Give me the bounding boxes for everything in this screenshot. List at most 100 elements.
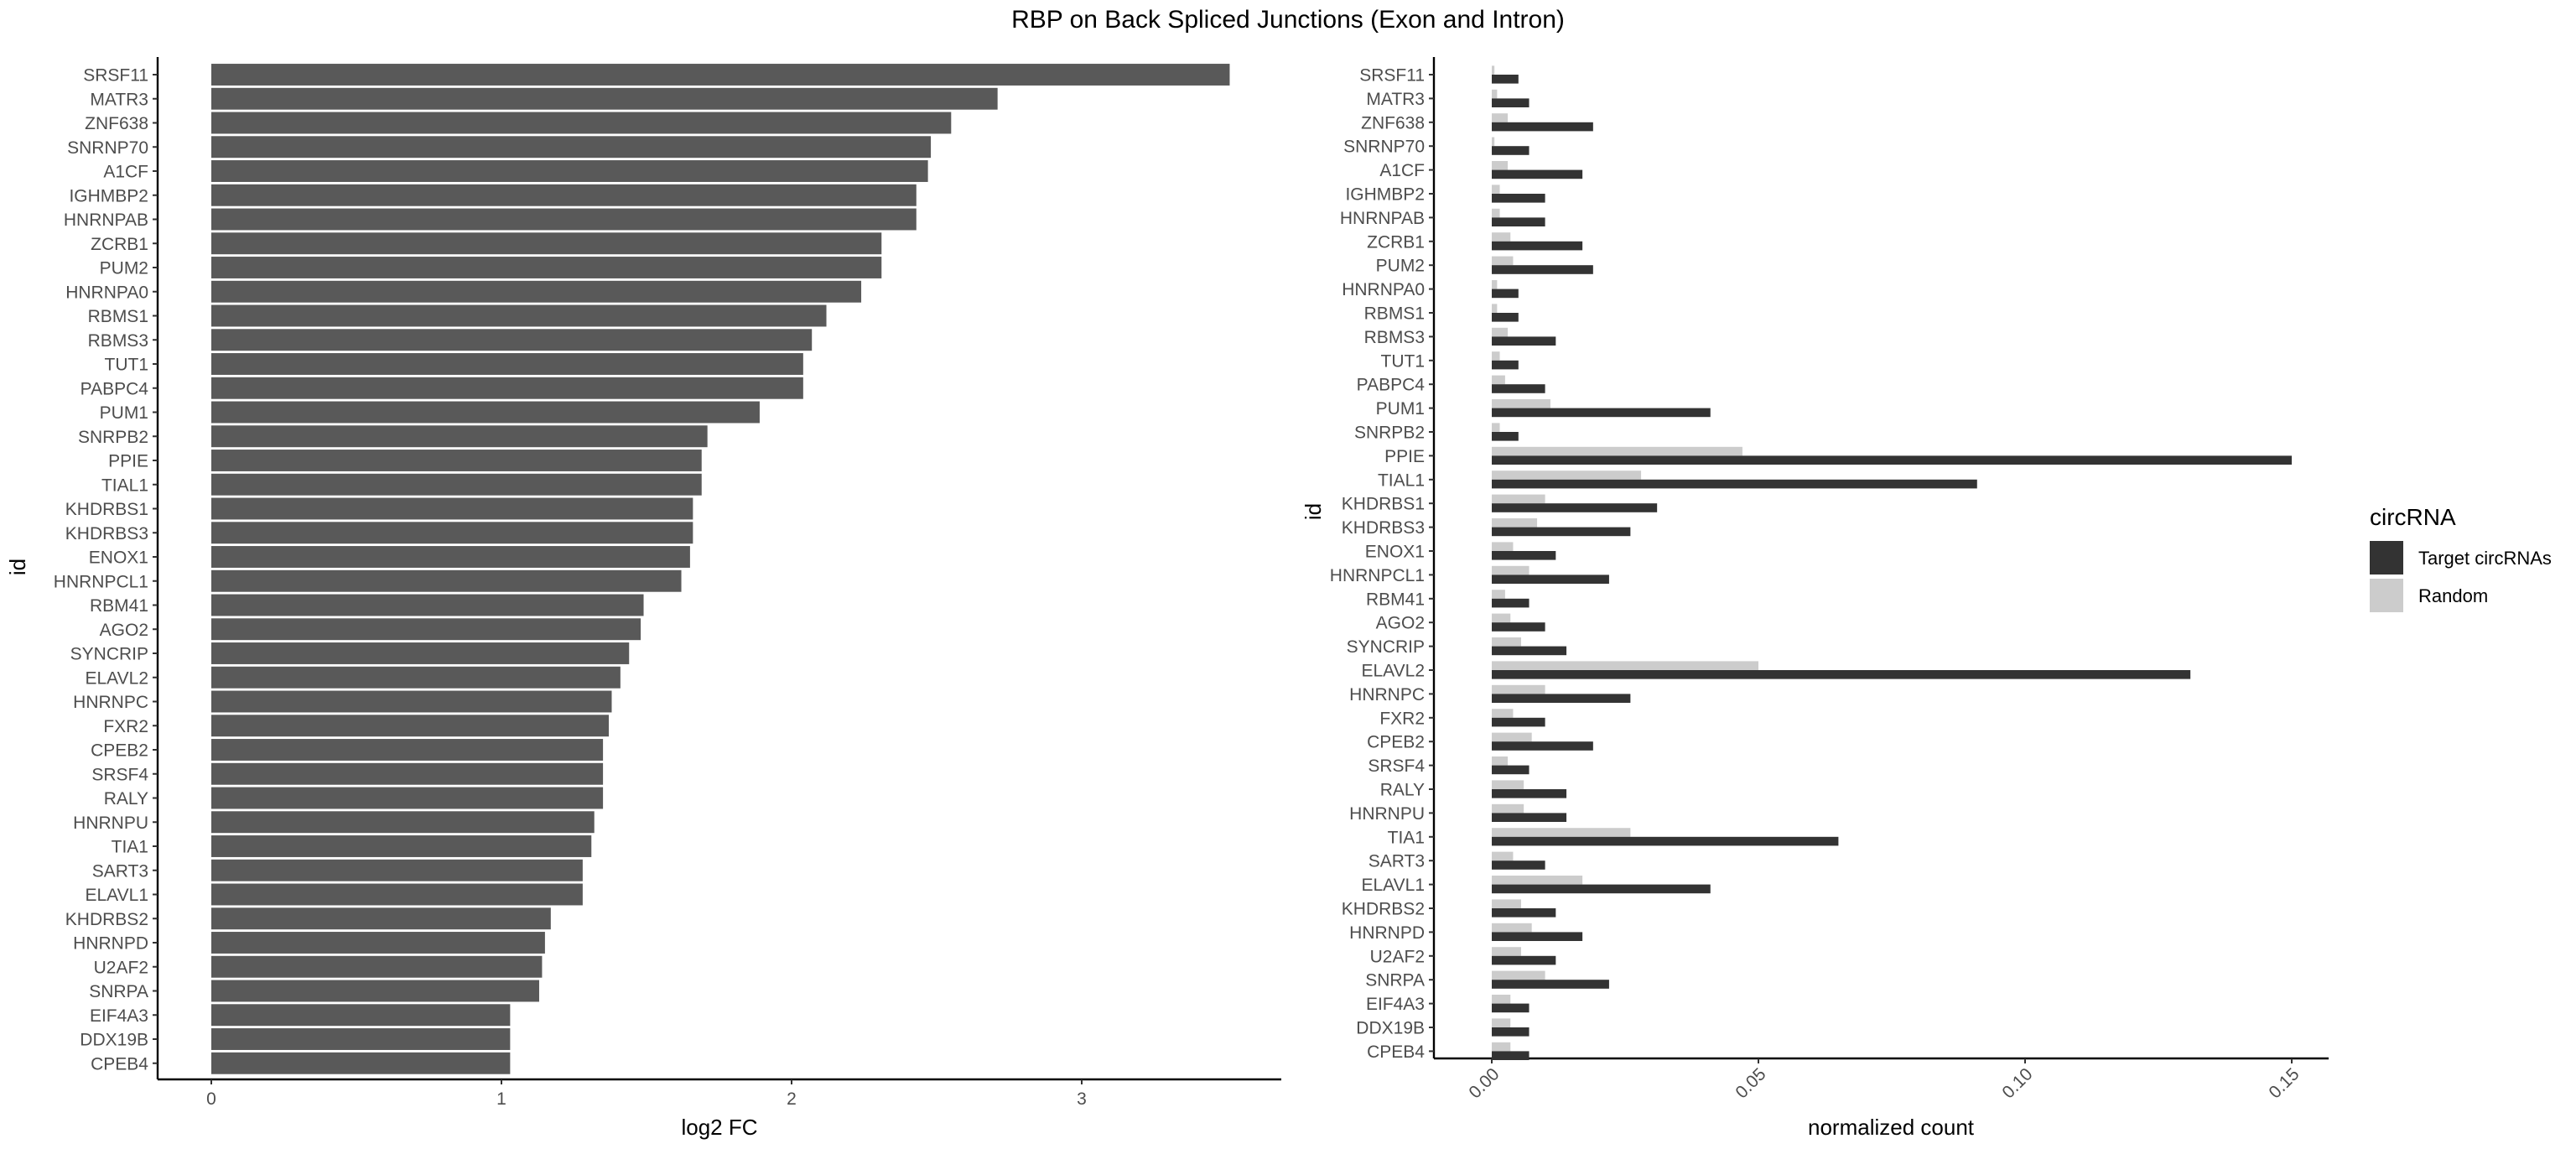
bar-target-znf638: [1492, 122, 1593, 132]
left-y-tick-label: SART3: [92, 861, 148, 881]
bar-target-eif4a3: [1492, 1003, 1530, 1013]
left-y-tick-label: HNRNPA0: [65, 283, 148, 302]
left-y-tick-label: ELAVL1: [86, 886, 149, 905]
bar-random-u2af2: [1492, 947, 1521, 956]
bar-tut1: [211, 353, 803, 375]
right-y-tick-label: PUM2: [1376, 257, 1425, 276]
bar-random-snrnp70: [1492, 137, 1495, 147]
right-y-tick-label: SNRNP70: [1343, 138, 1425, 157]
right-y-tick-label: SRSF11: [1359, 66, 1425, 86]
right-y-tick-label: ENOX1: [1365, 543, 1425, 562]
bar-random-hnrnpa0: [1492, 280, 1498, 289]
right-y-tick-label: TIAL1: [1378, 471, 1425, 490]
bar-rbms1: [211, 304, 827, 327]
bar-syncrip: [211, 642, 630, 664]
bar-snrpa: [211, 980, 539, 1002]
right-y-tick-label: HNRNPD: [1349, 923, 1425, 943]
bar-target-cpeb2: [1492, 741, 1593, 751]
bar-fxr2: [211, 715, 610, 737]
bar-target-ighmbp2: [1492, 194, 1545, 203]
bar-target-khdrbs1: [1492, 503, 1658, 512]
bar-srsf4: [211, 762, 604, 785]
bar-random-snrpa: [1492, 970, 1545, 980]
bar-hnrnpa0: [211, 280, 862, 303]
bar-target-tia1: [1492, 836, 1839, 846]
bar-hnrnpc: [211, 690, 612, 713]
bar-target-hnrnpa0: [1492, 289, 1519, 299]
legend-label-random: Random: [2418, 585, 2488, 606]
bar-matr3: [211, 87, 998, 110]
bar-zcrb1: [211, 232, 882, 255]
bar-target-syncrip: [1492, 646, 1567, 656]
bar-snrnp70: [211, 136, 932, 159]
left-x-axis-title: log2 FC: [681, 1115, 757, 1140]
bar-target-khdrbs2: [1492, 908, 1556, 918]
left-y-tick-label: SNRNP70: [67, 138, 148, 158]
right-x-tick-label: 0.15: [2265, 1064, 2303, 1102]
right-y-tick-label: SNRPA: [1365, 971, 1425, 990]
right-x-axis-title: normalized count: [1808, 1115, 1975, 1140]
bar-hnrnpab: [211, 208, 917, 231]
bar-target-hnrnpc: [1492, 694, 1631, 703]
bar-u2af2: [211, 955, 543, 978]
bar-random-rbms3: [1492, 327, 1509, 337]
bar-random-matr3: [1492, 89, 1498, 99]
left-y-tick-label: PABPC4: [80, 379, 149, 398]
bar-random-znf638: [1492, 113, 1509, 122]
left-y-tick-label: SNRPB2: [78, 428, 148, 447]
bar-random-hnrnpu: [1492, 803, 1524, 814]
bar-tia1: [211, 835, 592, 857]
bar-random-tia1: [1492, 828, 1631, 837]
left-y-tick-label: ZNF638: [85, 114, 148, 133]
bar-random-fxr2: [1492, 709, 1514, 718]
left-y-tick-label: SRSF4: [91, 765, 148, 784]
bar-target-elavl1: [1492, 884, 1711, 894]
left-y-tick-label: HNRNPCL1: [54, 572, 148, 591]
bar-random-rbms1: [1492, 304, 1498, 313]
legend-key-target: [2370, 541, 2403, 574]
bar-ppie: [211, 450, 702, 471]
bar-target-elavl2: [1492, 670, 2191, 679]
bar-target-snrpb2: [1492, 432, 1519, 441]
bar-random-pum1: [1492, 399, 1550, 408]
normalized-count-panel: normalized count id SRSF11 MATR3 ZNF638 SNR…: [1301, 57, 2329, 1140]
left-y-tick-label: CPEB4: [91, 1054, 148, 1074]
bar-random-rbm41: [1492, 590, 1505, 599]
bar-random-sart3: [1492, 851, 1514, 861]
bar-enox1: [211, 546, 690, 568]
bar-random-khdrbs2: [1492, 899, 1521, 908]
bar-target-srsf4: [1492, 765, 1530, 775]
bar-ighmbp2: [211, 184, 917, 206]
right-y-tick-label: RBM41: [1366, 590, 1425, 609]
left-y-tick-label: HNRNPC: [73, 693, 148, 712]
bar-random-srsf11: [1492, 65, 1495, 75]
legend-key-random: [2370, 579, 2403, 612]
left-y-tick-label: RBM41: [90, 596, 148, 616]
bar-hnrnpcl1: [211, 569, 682, 592]
bar-random-khdrbs1: [1492, 494, 1545, 504]
bar-random-cpeb4: [1492, 1042, 1511, 1052]
left-y-tick-label: EIF4A3: [90, 1006, 148, 1026]
bar-random-elavl1: [1492, 876, 1583, 885]
left-y-tick-label: ZCRB1: [91, 235, 148, 254]
bar-random-enox1: [1492, 542, 1514, 551]
bar-ddx19b: [211, 1028, 511, 1050]
right-y-axis-title: id: [1301, 503, 1326, 520]
left-y-tick-label: A1CF: [103, 163, 148, 182]
bar-ago2: [211, 618, 641, 641]
bar-target-pum2: [1492, 265, 1593, 274]
left-y-tick-label: DDX19B: [80, 1031, 148, 1050]
left-y-tick-label: SYNCRIP: [70, 645, 148, 664]
bar-target-snrpa: [1492, 980, 1609, 989]
right-y-tick-label: SNRPB2: [1354, 424, 1425, 443]
right-y-tick-label: CPEB2: [1367, 733, 1425, 752]
bar-sart3: [211, 859, 583, 881]
bar-target-zcrb1: [1492, 241, 1583, 251]
right-y-tick-label: HNRNPA0: [1342, 280, 1425, 299]
right-y-tick-label: U2AF2: [1370, 947, 1425, 966]
left-y-tick-label: PUM2: [100, 259, 148, 278]
right-y-tick-label: FXR2: [1379, 709, 1425, 728]
left-y-tick-label: RBMS1: [88, 307, 148, 326]
bar-pum2: [211, 257, 882, 278]
right-y-tick-label: PPIE: [1384, 447, 1425, 466]
